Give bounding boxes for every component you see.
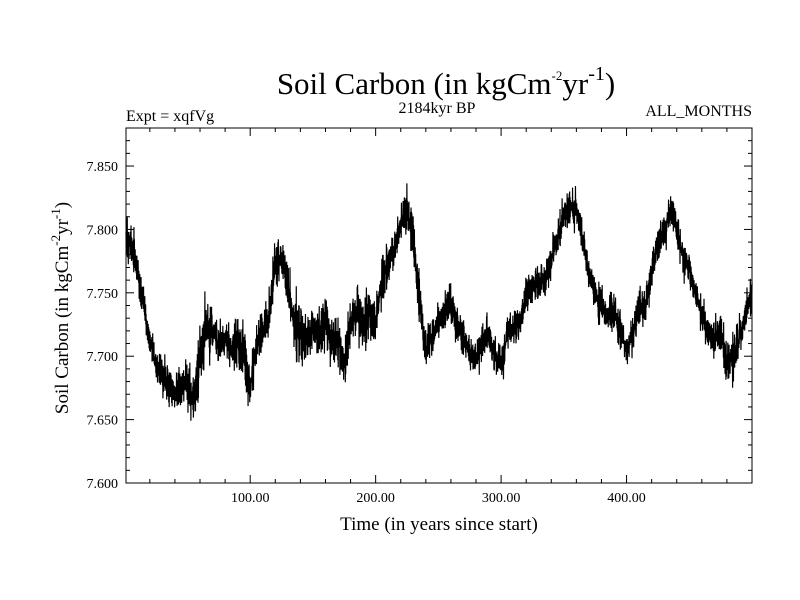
chart-title-end: ) [605, 66, 615, 101]
y-tick-label: 7.600 [87, 477, 119, 492]
y-axis-label-base: Soil Carbon (in kgCm [52, 246, 73, 415]
subtitle-period: 2184kyr BP [399, 100, 476, 117]
series-line [125, 183, 753, 421]
y-axis-label-exp1: -2 [48, 235, 63, 246]
y-tick-label: 7.800 [87, 223, 119, 238]
x-tick-label: 100.00 [231, 491, 270, 506]
series-group [125, 183, 753, 421]
plot-frame [125, 127, 753, 484]
axis-ticks: 7.600 7.650 7.700 7.750 7.800 7.850 100.00 200.… [87, 127, 752, 506]
chart-title-mid: yr [562, 66, 589, 101]
y-tick-label: 7.650 [87, 414, 119, 429]
y-tick-label: 7.750 [87, 287, 119, 302]
y-tick-label: 7.700 [87, 350, 119, 365]
x-tick-label: 400.00 [607, 491, 646, 506]
y-axis-label-exp2: -1 [48, 208, 63, 219]
x-tick-label: 300.00 [482, 491, 521, 506]
subtitle-expt: Expt = xqfVg [126, 108, 214, 125]
y-tick-label: 7.850 [87, 160, 119, 175]
chart-title-exp2: -1 [588, 63, 605, 85]
y-axis-label-mid: yr [52, 218, 73, 235]
chart-title-exp1: -2 [552, 68, 563, 83]
subtitle-months: ALL_MONTHS [645, 103, 752, 120]
chart-title-base: Soil Carbon (in kgCm [277, 66, 552, 101]
x-tick-label: 200.00 [356, 491, 395, 506]
y-axis-label: Soil Carbon (in kgCm-2yr-1) [48, 202, 73, 414]
chart-title: Soil Carbon (in kgCm-2yr-1) [277, 63, 615, 101]
y-axis-label-end: ) [52, 202, 73, 208]
x-axis-label: Time (in years since start) [340, 514, 538, 535]
